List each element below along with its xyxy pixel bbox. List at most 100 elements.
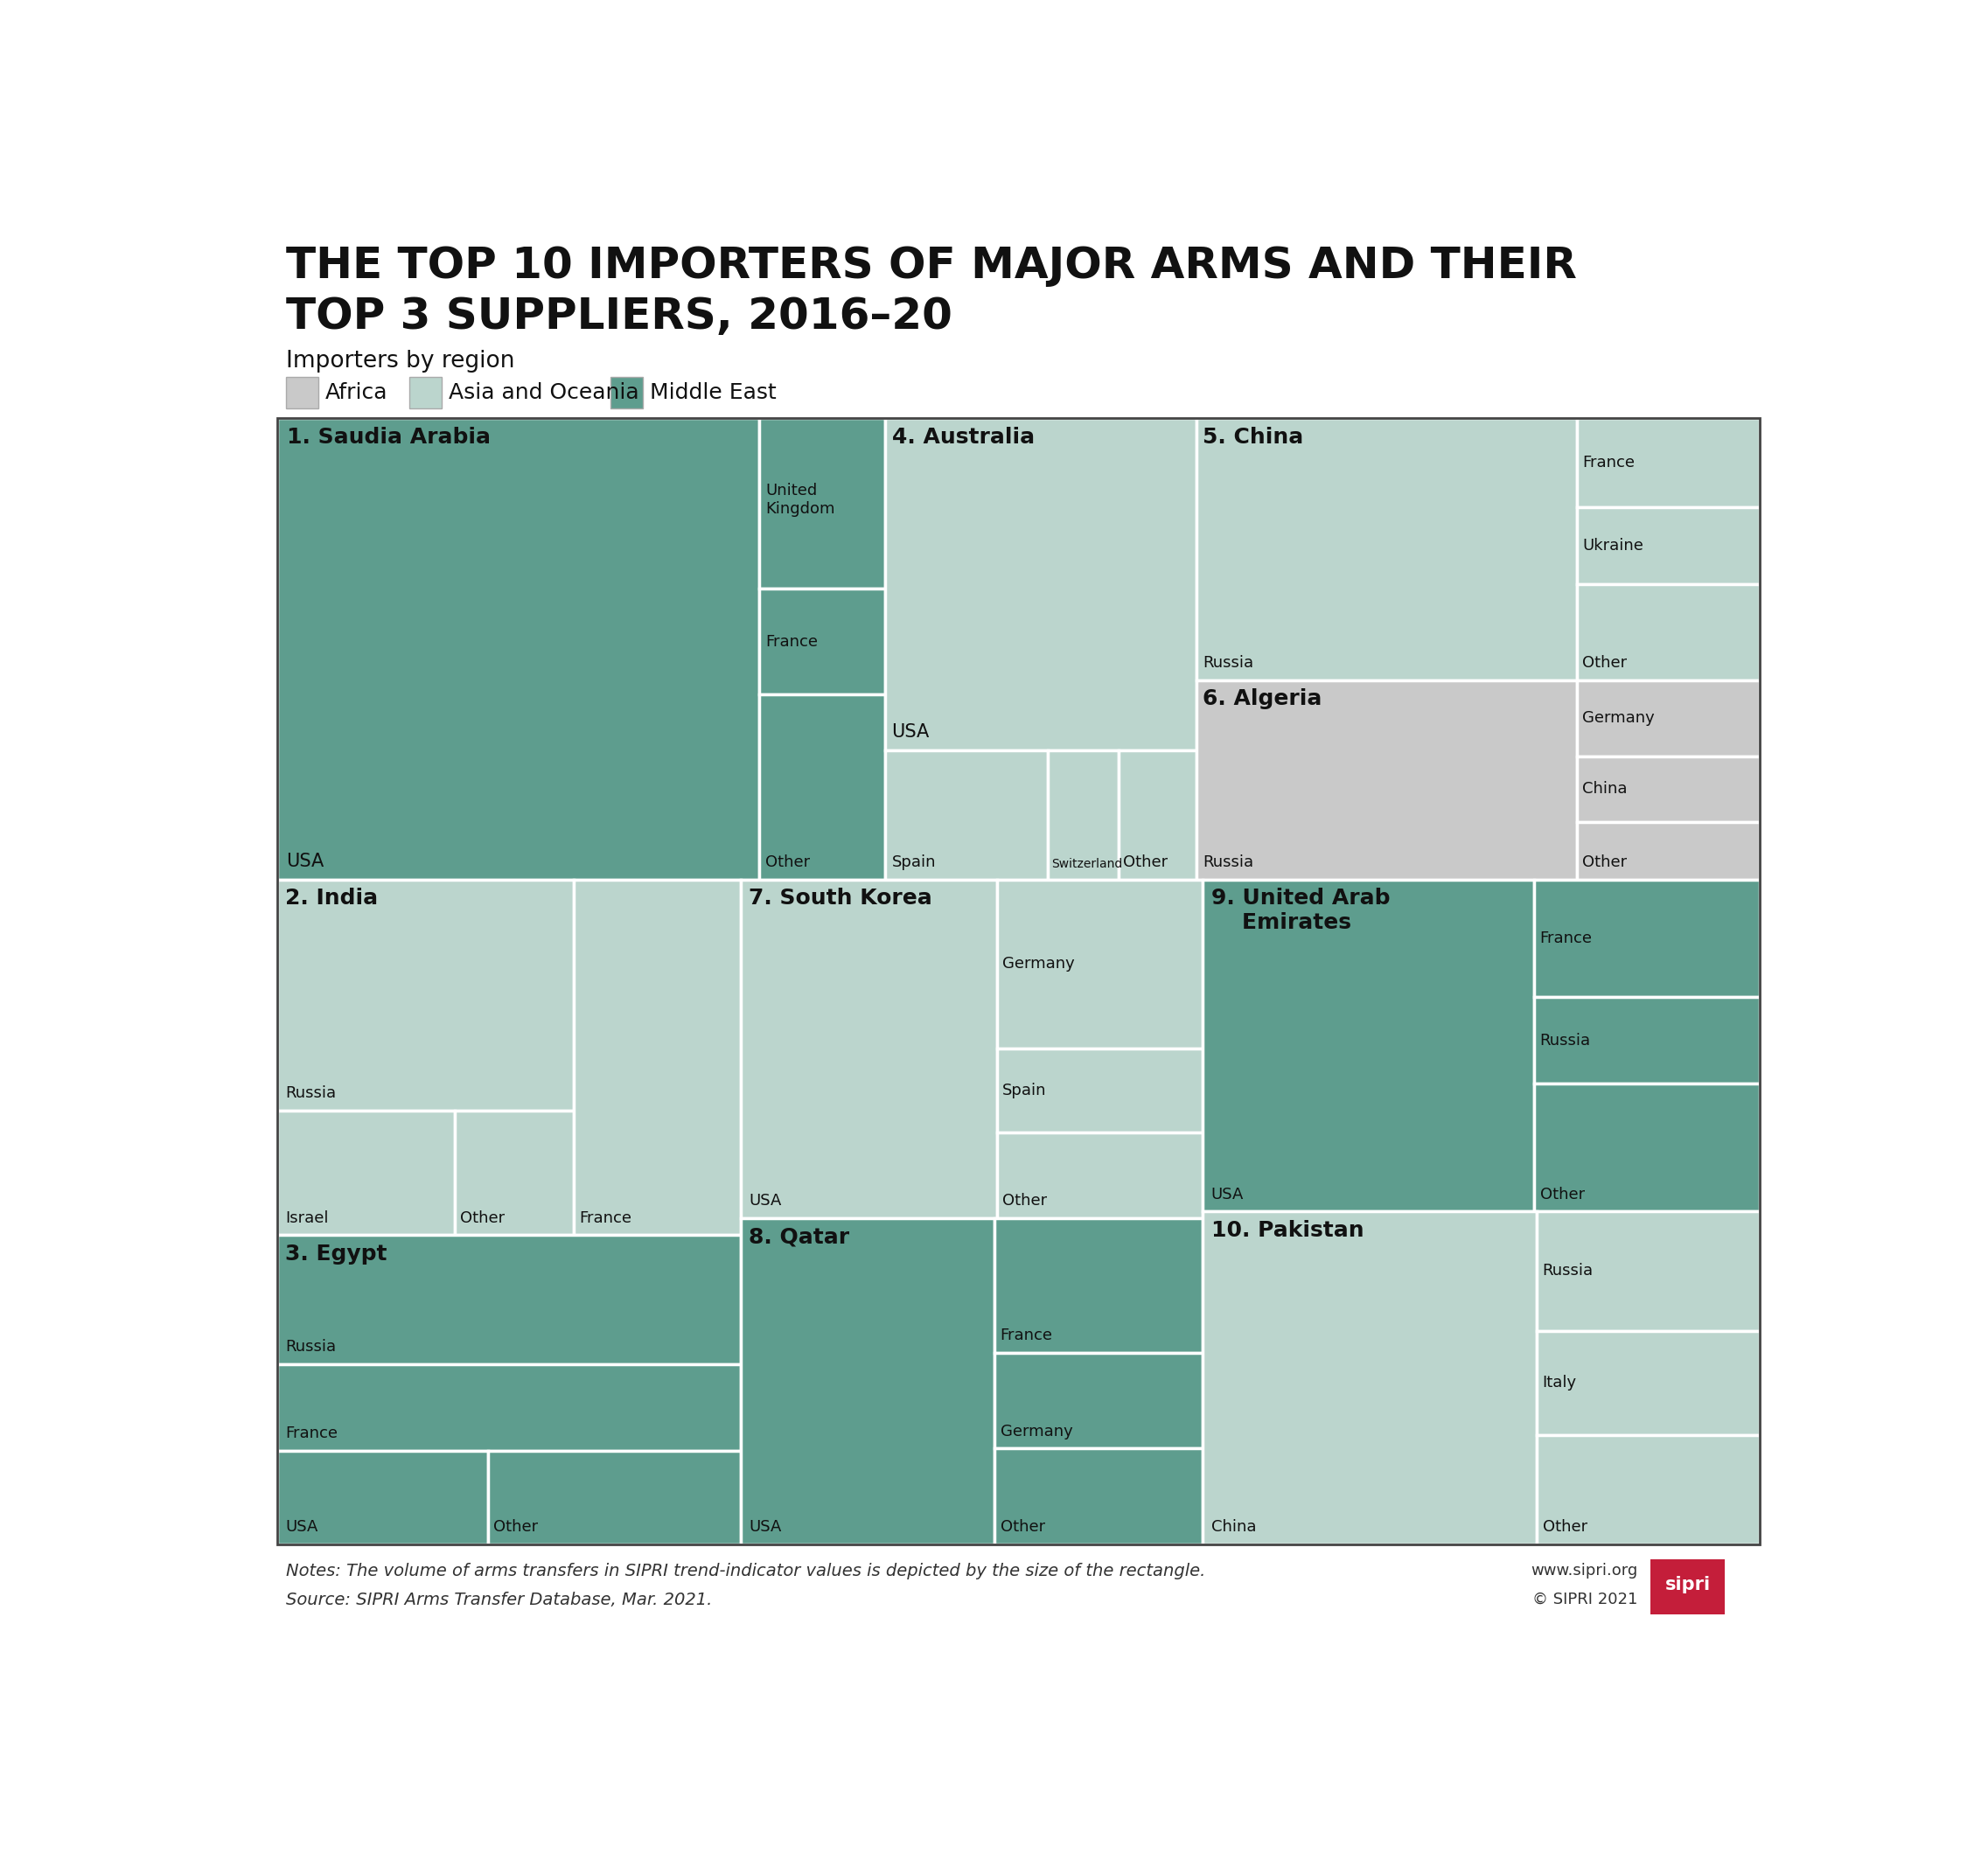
Text: Other: Other [1582, 654, 1626, 671]
Text: Italy: Italy [1543, 1374, 1576, 1391]
Bar [1535, 1084, 1759, 1211]
Bar [759, 418, 885, 589]
Bar [1576, 506, 1759, 583]
Text: Russia: Russia [1203, 855, 1254, 870]
Text: 7. South Korea: 7. South Korea [749, 887, 932, 909]
Text: 3. Egypt: 3. Egypt [284, 1243, 388, 1264]
Text: United
Kingdom: United Kingdom [765, 484, 835, 518]
Text: Israel: Israel [284, 1209, 328, 1226]
Bar [994, 1354, 1203, 1449]
Bar [1197, 681, 1576, 879]
Text: Spain: Spain [1002, 1082, 1046, 1099]
Bar [1203, 879, 1535, 1211]
Bar [1576, 418, 1759, 506]
Text: Russia: Russia [1203, 654, 1254, 671]
Text: Spain: Spain [893, 855, 936, 870]
Text: France: France [1541, 930, 1592, 947]
Text: Notes: The volume of arms transfers in SIPRI trend-indicator values is depicted : Notes: The volume of arms transfers in S… [286, 1564, 1205, 1579]
Text: Russia: Russia [1541, 1033, 1590, 1048]
Text: USA: USA [749, 1519, 781, 1536]
Text: Other: Other [1123, 855, 1167, 870]
Text: Africa: Africa [326, 382, 388, 403]
Text: USA: USA [286, 853, 324, 870]
Bar [610, 377, 642, 409]
Text: Other: Other [1543, 1519, 1586, 1536]
Bar [286, 377, 318, 409]
Bar [996, 879, 1203, 1048]
Text: France: France [765, 634, 819, 649]
Text: Other: Other [1582, 855, 1626, 870]
Bar [994, 1219, 1203, 1354]
Text: USA: USA [1211, 1187, 1244, 1202]
Bar [994, 1449, 1203, 1545]
Text: Other: Other [459, 1209, 505, 1226]
Bar [742, 879, 996, 1219]
Bar [1535, 998, 1759, 1084]
Text: Other: Other [1002, 1192, 1048, 1209]
Text: Middle East: Middle East [650, 382, 777, 403]
Bar [1576, 583, 1759, 681]
Text: www.sipri.org: www.sipri.org [1531, 1564, 1638, 1579]
Bar [1537, 1331, 1759, 1434]
Text: 2. India: 2. India [284, 887, 378, 909]
Bar [1119, 750, 1197, 879]
Text: France: France [579, 1209, 632, 1226]
Text: 9. United Arab
    Emirates: 9. United Arab Emirates [1211, 887, 1390, 934]
Text: Russia: Russia [284, 1086, 336, 1101]
Text: USA: USA [284, 1519, 318, 1536]
Bar [1537, 1434, 1759, 1545]
Text: © SIPRI 2021: © SIPRI 2021 [1533, 1592, 1638, 1607]
Bar [276, 879, 575, 1110]
Bar [276, 1236, 742, 1365]
Bar [1535, 879, 1759, 998]
Bar [455, 1110, 575, 1236]
Text: USA: USA [749, 1192, 781, 1209]
Bar [575, 879, 742, 1236]
Text: 4. Australia: 4. Australia [893, 426, 1034, 448]
Bar [410, 377, 441, 409]
Bar [1203, 1211, 1537, 1545]
Text: 5. China: 5. China [1203, 426, 1304, 448]
Text: Other: Other [493, 1519, 539, 1536]
Text: France: France [284, 1425, 338, 1442]
Bar [885, 418, 1197, 750]
Text: Russia: Russia [1543, 1264, 1592, 1279]
Text: sipri: sipri [1664, 1575, 1710, 1594]
Text: Germany: Germany [1000, 1423, 1074, 1440]
Text: 8. Qatar: 8. Qatar [749, 1226, 849, 1247]
Bar [742, 1219, 994, 1545]
Text: Other: Other [1000, 1519, 1046, 1536]
Bar [276, 418, 1759, 1545]
Bar [885, 750, 1048, 879]
Bar [759, 589, 885, 694]
Bar [996, 1048, 1203, 1132]
Text: Ukraine: Ukraine [1582, 538, 1644, 553]
Text: China: China [1582, 782, 1628, 797]
Bar [996, 1132, 1203, 1219]
Bar [276, 418, 759, 879]
Text: China: China [1211, 1519, 1256, 1536]
Text: 10. Pakistan: 10. Pakistan [1211, 1219, 1364, 1241]
Bar [276, 1451, 487, 1545]
Text: Source: SIPRI Arms Transfer Database, Mar. 2021.: Source: SIPRI Arms Transfer Database, Ma… [286, 1592, 712, 1609]
Text: Switzerland: Switzerland [1052, 859, 1123, 870]
Text: Other: Other [765, 855, 811, 870]
Bar [1048, 750, 1119, 879]
Text: 1. Saudia Arabia: 1. Saudia Arabia [286, 426, 491, 448]
Bar [1576, 756, 1759, 821]
Bar [1576, 821, 1759, 879]
Bar [276, 1110, 455, 1236]
Text: Asia and Oceania: Asia and Oceania [449, 382, 638, 403]
Text: USA: USA [893, 724, 930, 741]
Bar [1576, 681, 1759, 756]
Text: France: France [1000, 1328, 1054, 1344]
Bar [1537, 1211, 1759, 1331]
Bar [1197, 418, 1576, 681]
Bar [487, 1451, 742, 1545]
Text: Importers by region: Importers by region [286, 349, 515, 373]
Text: TOP 3 SUPPLIERS, 2016–20: TOP 3 SUPPLIERS, 2016–20 [286, 296, 952, 338]
Text: Russia: Russia [284, 1339, 336, 1356]
Text: Germany: Germany [1002, 956, 1076, 971]
Text: Germany: Germany [1582, 711, 1654, 726]
Text: Other: Other [1541, 1187, 1584, 1202]
